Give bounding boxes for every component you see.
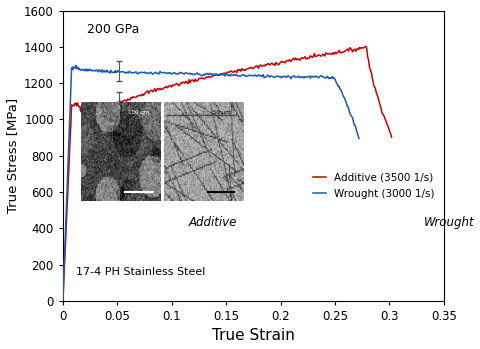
Wrought (3000 1/s)	[356, 136, 362, 140]
Additive (3500 1/s)	[389, 135, 395, 139]
Text: 200 GPa: 200 GPa	[87, 23, 139, 36]
Wrought (3000 1/s)	[73, 64, 79, 68]
Y-axis label: True Stress [MPa]: True Stress [MPa]	[6, 98, 19, 213]
Legend: Additive (3500 1/s), Wrought (3000 1/s): Additive (3500 1/s), Wrought (3000 1/s)	[309, 168, 439, 203]
Additive (3500 1/s)	[338, 51, 344, 55]
Wrought (3000 1/s)	[68, 90, 73, 95]
Additive (3500 1/s)	[62, 255, 68, 260]
Wrought (3000 1/s)	[145, 71, 151, 75]
Additive (3500 1/s)	[363, 44, 369, 49]
Wrought (3000 1/s)	[108, 69, 114, 74]
Text: Additive: Additive	[189, 216, 237, 229]
Additive (3500 1/s)	[305, 56, 311, 60]
Text: 17-4 PH Stainless Steel: 17-4 PH Stainless Steel	[76, 267, 205, 277]
Additive (3500 1/s)	[75, 104, 81, 108]
Wrought (3000 1/s)	[112, 68, 118, 73]
Additive (3500 1/s)	[163, 84, 169, 88]
Additive (3500 1/s)	[181, 80, 187, 84]
Wrought (3000 1/s)	[60, 298, 66, 302]
Line: Additive (3500 1/s): Additive (3500 1/s)	[63, 46, 392, 299]
Wrought (3000 1/s)	[101, 69, 107, 73]
Text: Wrought: Wrought	[424, 216, 475, 229]
Wrought (3000 1/s)	[339, 90, 345, 94]
X-axis label: True Strain: True Strain	[212, 328, 295, 343]
Additive (3500 1/s)	[60, 297, 66, 302]
Line: Wrought (3000 1/s): Wrought (3000 1/s)	[63, 66, 359, 300]
